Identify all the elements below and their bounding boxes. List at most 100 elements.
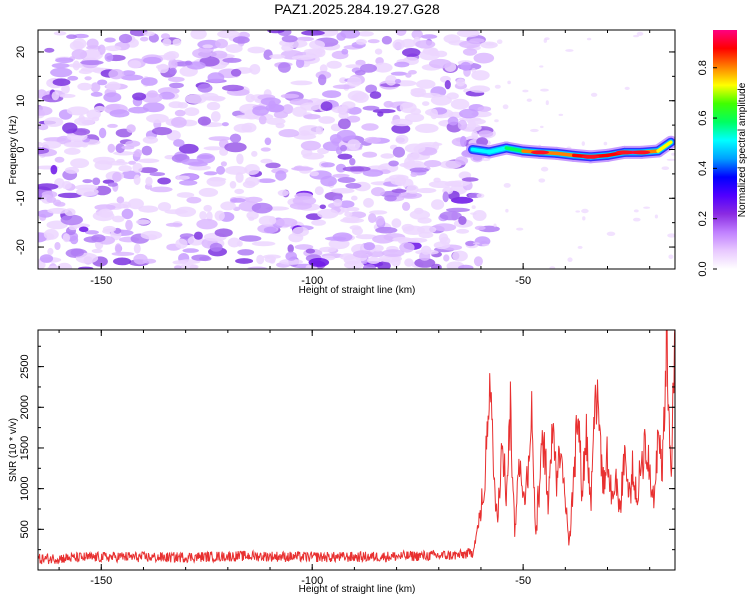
noise-blob <box>168 101 184 109</box>
noise-blob <box>367 39 380 44</box>
noise-blob <box>230 198 246 203</box>
noise-blob <box>269 54 286 59</box>
noise-blob <box>458 216 467 225</box>
noise-blob <box>125 219 133 231</box>
noise-blob <box>140 77 158 86</box>
noise-blob <box>287 244 294 253</box>
noise-blob <box>643 206 651 209</box>
noise-blob <box>341 101 356 109</box>
noise-blob <box>369 210 388 215</box>
noise-blob <box>113 151 135 156</box>
noise-blob <box>450 180 468 187</box>
noise-blob <box>84 230 99 235</box>
snr-xlabel: Height of straight line (km) <box>299 584 416 595</box>
noise-blob <box>439 211 462 221</box>
noise-blob <box>70 248 85 257</box>
noise-blob <box>140 230 163 240</box>
noise-blob <box>192 48 212 59</box>
noise-blob <box>220 201 236 211</box>
noise-blob <box>485 42 495 46</box>
noise-blob <box>470 212 477 215</box>
noise-blob <box>399 242 415 253</box>
noise-blob <box>294 244 314 250</box>
spectrogram-ylabel: Frequency (Hz) <box>8 116 19 185</box>
noise-blob <box>233 123 252 133</box>
noise-blob <box>281 44 294 52</box>
noise-blob <box>422 47 438 55</box>
noise-blob <box>481 158 491 162</box>
noise-blob <box>505 208 509 213</box>
noise-blob <box>336 129 356 141</box>
noise-blob <box>184 94 207 104</box>
spectrogram-xlabel: Height of straight line (km) <box>299 285 416 296</box>
noise-blob <box>311 219 326 226</box>
noise-blob <box>190 30 207 40</box>
noise-blob <box>456 30 480 38</box>
noise-blob <box>339 253 356 261</box>
noise-blob <box>234 188 245 195</box>
noise-blob <box>133 243 141 254</box>
noise-blob <box>47 247 54 256</box>
signal-peak <box>531 150 549 155</box>
noise-blob <box>452 250 468 262</box>
noise-blob <box>395 134 409 145</box>
noise-blob <box>298 125 322 136</box>
noise-blob <box>381 249 405 257</box>
noise-blob <box>290 80 313 86</box>
colorbar-tick-label: 0.0 <box>697 261 709 276</box>
noise-blob <box>263 226 277 234</box>
noise-blob <box>137 158 160 164</box>
noise-blob <box>157 177 171 185</box>
noise-blob <box>481 243 489 247</box>
noise-blob <box>302 152 325 160</box>
snr-frame <box>37 329 676 571</box>
noise-blob <box>337 177 356 183</box>
noise-blob <box>364 136 382 144</box>
noise-blob <box>308 257 330 267</box>
colorbar-ticks: 0.0 0.2 0.4 0.6 0.8 <box>697 60 717 277</box>
snr-background <box>38 330 675 570</box>
noise-blob <box>430 94 452 106</box>
noise-blob <box>444 80 451 90</box>
colorbar-gradient <box>713 30 737 269</box>
signal-peak <box>632 150 651 155</box>
noise-blob <box>258 215 277 226</box>
noise-blob <box>109 109 130 118</box>
noise-blob <box>61 181 72 190</box>
noise-blob <box>478 130 494 138</box>
noise-blob <box>420 245 432 255</box>
noise-blob <box>46 196 57 203</box>
noise-blob <box>132 162 143 173</box>
y-tick-label: -10 <box>15 190 27 206</box>
noise-blob <box>66 34 78 39</box>
noise-blob <box>70 158 90 169</box>
y-tick-label: 2000 <box>19 395 31 419</box>
noise-blob <box>267 30 285 34</box>
noise-blob <box>395 30 407 36</box>
noise-blob <box>342 216 360 223</box>
noise-blob <box>236 240 243 247</box>
noise-blob <box>472 210 487 221</box>
noise-blob <box>132 92 147 101</box>
noise-blob <box>388 160 399 167</box>
noise-blob <box>112 171 122 183</box>
noise-blob <box>433 241 451 250</box>
noise-blob <box>394 78 402 84</box>
noise-blob <box>260 158 273 164</box>
noise-blob <box>586 37 592 41</box>
noise-blob <box>581 208 589 214</box>
y-tick-label: 1000 <box>19 476 31 500</box>
noise-blob <box>169 67 177 75</box>
noise-blob <box>70 235 79 245</box>
noise-blob <box>373 62 393 73</box>
noise-blob <box>538 178 546 183</box>
noise-blob <box>320 101 333 112</box>
noise-blob <box>355 234 377 240</box>
noise-blob <box>52 78 71 86</box>
noise-blob <box>54 201 66 207</box>
noise-blob <box>263 49 273 60</box>
noise-blob <box>362 151 378 158</box>
noise-blob <box>335 163 347 173</box>
x-tick-label: -100 <box>301 575 323 587</box>
